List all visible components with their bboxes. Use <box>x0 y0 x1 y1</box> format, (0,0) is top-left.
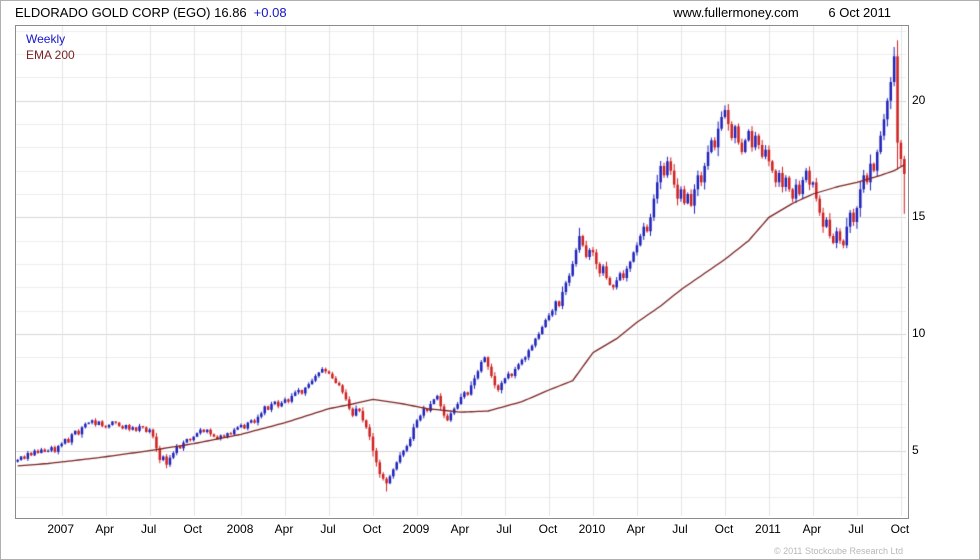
x-axis-label: 2010 <box>578 522 606 536</box>
x-axis-label: Apr <box>450 522 470 536</box>
chart-date: 6 Oct 2011 <box>828 5 891 20</box>
legend-timeframe-label: Weekly <box>26 32 66 46</box>
x-axis-label: Apr <box>626 522 646 536</box>
x-axis-label: 2007 <box>47 522 75 536</box>
y-axis-label: 15 <box>912 209 926 224</box>
x-axis-label: Oct <box>362 522 382 536</box>
x-axis-label: Jul <box>672 522 688 536</box>
x-axis-label: Apr <box>802 522 822 536</box>
y-axis-label: 20 <box>912 92 926 107</box>
chart-header: ELDORADO GOLD CORP (EGO) 16.86 +0.08 www.… <box>15 5 891 20</box>
x-axis-label: 2011 <box>755 522 781 536</box>
copyright-notice: © 2011 Stockcube Research Ltd <box>773 546 903 556</box>
y-axis-label: 5 <box>912 442 919 457</box>
x-axis-label: 2009 <box>402 522 430 536</box>
chart-legend: Weekly EMA 200 <box>26 31 75 63</box>
x-axis-label: Oct <box>714 522 734 536</box>
legend-ema-label: EMA 200 <box>26 48 75 62</box>
x-axis-label: Oct <box>890 522 910 536</box>
x-axis-label: Oct <box>183 522 202 536</box>
chart-plot-area: Weekly EMA 200 <box>15 25 909 519</box>
price-change: +0.08 <box>253 5 287 20</box>
y-axis-label: 10 <box>912 326 926 340</box>
x-axis-label: 2008 <box>226 522 254 536</box>
title-group: ELDORADO GOLD CORP (EGO) 16.86 +0.08 <box>15 5 287 20</box>
x-axis-label: Jul <box>848 522 864 536</box>
x-axis-label: Jul <box>320 522 336 536</box>
header-right-group: www.fullermoney.com 6 Oct 2011 <box>647 5 891 20</box>
instrument-title: ELDORADO GOLD CORP (EGO) 16.86 <box>15 5 247 20</box>
x-axis-label: Oct <box>538 522 558 536</box>
website-link[interactable]: www.fullermoney.com <box>673 5 799 20</box>
x-axis-label: Jul <box>140 522 157 536</box>
x-axis-label: Apr <box>95 522 115 536</box>
x-axis-label: Jul <box>496 522 512 536</box>
candlestick-chart-canvas <box>16 26 906 516</box>
x-axis-label: Apr <box>274 522 294 536</box>
